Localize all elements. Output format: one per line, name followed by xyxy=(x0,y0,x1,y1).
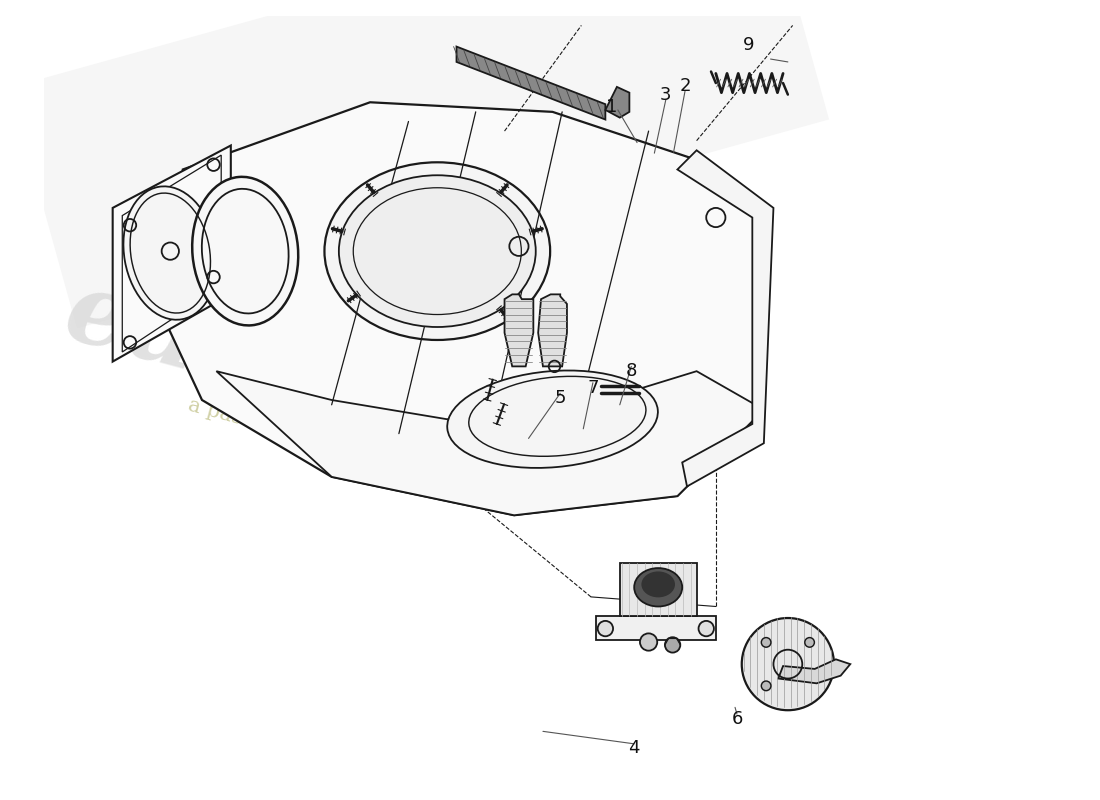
Text: 9: 9 xyxy=(742,36,755,54)
Text: 2: 2 xyxy=(680,77,691,95)
Polygon shape xyxy=(596,616,716,640)
Ellipse shape xyxy=(448,370,658,468)
Polygon shape xyxy=(605,87,629,118)
Circle shape xyxy=(761,638,771,647)
Text: 8: 8 xyxy=(626,362,637,380)
Text: 3: 3 xyxy=(660,86,672,103)
Polygon shape xyxy=(678,150,773,486)
Ellipse shape xyxy=(641,571,675,598)
Circle shape xyxy=(664,638,680,653)
Ellipse shape xyxy=(339,175,536,327)
Text: 6: 6 xyxy=(732,710,742,728)
Polygon shape xyxy=(112,146,231,362)
Circle shape xyxy=(597,621,613,636)
Text: 7: 7 xyxy=(587,378,598,397)
Circle shape xyxy=(741,618,834,710)
Circle shape xyxy=(761,681,771,690)
Polygon shape xyxy=(779,659,850,683)
Polygon shape xyxy=(505,294,534,366)
Polygon shape xyxy=(456,46,605,119)
Ellipse shape xyxy=(192,177,298,326)
Ellipse shape xyxy=(123,186,217,320)
Ellipse shape xyxy=(635,568,682,606)
Polygon shape xyxy=(217,371,763,515)
Polygon shape xyxy=(619,563,696,616)
Circle shape xyxy=(698,621,714,636)
Circle shape xyxy=(640,634,657,650)
Text: 4: 4 xyxy=(628,738,640,757)
Polygon shape xyxy=(168,102,763,515)
Text: a passion for quality since 1985: a passion for quality since 1985 xyxy=(186,395,516,501)
Polygon shape xyxy=(538,294,566,366)
Text: 5: 5 xyxy=(554,389,566,407)
Circle shape xyxy=(805,638,814,647)
Ellipse shape xyxy=(324,162,550,340)
Text: euroParts: euroParts xyxy=(54,263,609,498)
Text: 1: 1 xyxy=(606,98,618,116)
